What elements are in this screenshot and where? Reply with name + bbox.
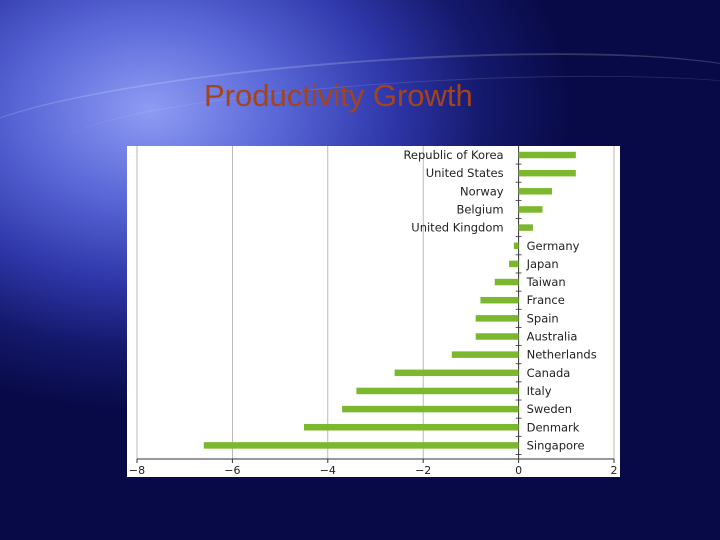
bar-4 <box>518 206 543 213</box>
bar-13 <box>394 369 519 377</box>
bar-1 <box>518 151 576 159</box>
bar-9 <box>480 296 519 304</box>
slide-title: Productivity Growth <box>204 78 473 113</box>
category-label-5: United Kingdom <box>411 221 503 235</box>
chart-panel: −8 −6 −4 −2 0 2 Republic of Korea United States… <box>127 146 620 477</box>
category-label-2: United States <box>426 166 504 180</box>
x-tick-label-4: 0 <box>515 464 522 477</box>
bar-16 <box>303 424 519 431</box>
bar-7 <box>509 260 519 268</box>
category-label-6: Germany <box>527 239 580 253</box>
category-label-13: Canada <box>527 366 571 380</box>
category-label-4: Belgium <box>456 202 503 216</box>
category-label-8: Taiwan <box>526 275 566 289</box>
bar-15 <box>342 405 519 413</box>
category-label-16: Denmark <box>527 420 580 434</box>
category-label-7: Japan <box>526 257 559 271</box>
category-label-3: Norway <box>460 184 504 198</box>
category-label-1: Republic of Korea <box>403 148 503 162</box>
category-label-9: France <box>527 293 565 307</box>
category-label-10: Spain <box>527 311 559 325</box>
x-tick-label-1: −6 <box>224 464 240 477</box>
bar-5 <box>518 224 533 231</box>
bar-chart: −8 −6 −4 −2 0 2 Republic of Korea United States… <box>129 146 618 477</box>
category-label-14: Italy <box>527 384 552 398</box>
x-tick-label-0: −8 <box>129 464 145 477</box>
bar-11 <box>475 333 519 340</box>
bar-8 <box>494 278 519 286</box>
bar-3 <box>518 188 552 195</box>
x-tick-label-2: −4 <box>320 464 336 477</box>
bar-2 <box>518 169 576 177</box>
bar-12 <box>451 351 519 358</box>
category-label-15: Sweden <box>527 402 572 416</box>
category-label-11: Australia <box>527 330 578 344</box>
category-label-17: Singapore <box>527 438 585 452</box>
x-tick-label-5: 2 <box>611 464 618 477</box>
x-tick-label-3: −2 <box>415 464 431 477</box>
bar-10 <box>475 315 519 322</box>
category-label-12: Netherlands <box>527 348 597 362</box>
bar-14 <box>356 387 519 395</box>
bar-17 <box>203 442 519 449</box>
bar-6 <box>513 242 519 249</box>
